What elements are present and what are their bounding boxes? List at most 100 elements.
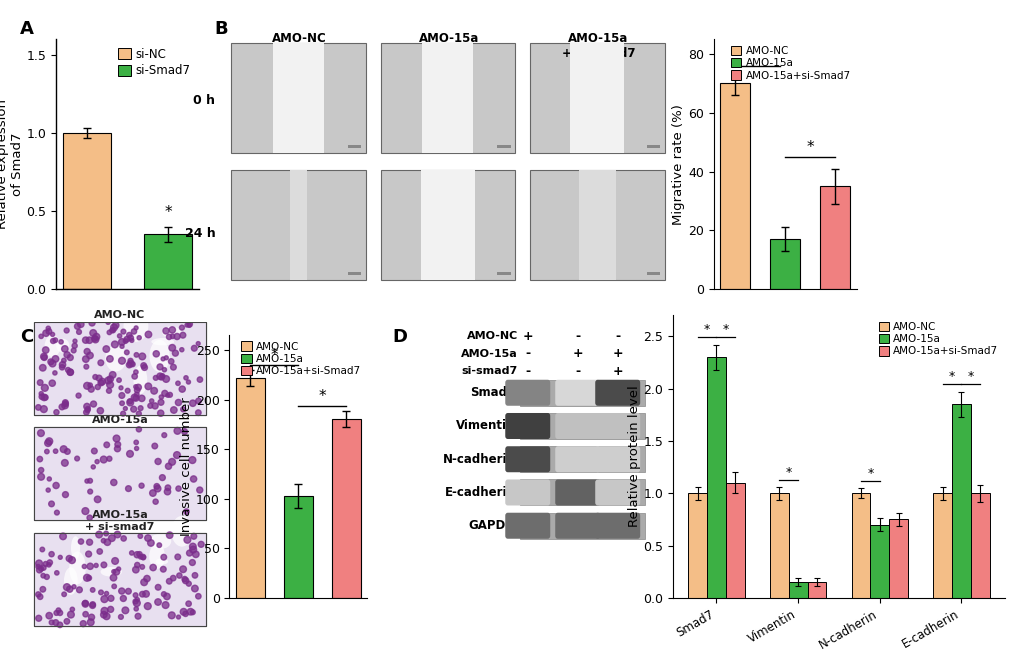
Point bbox=[177, 576, 194, 586]
Point bbox=[131, 549, 148, 560]
Point bbox=[35, 570, 51, 581]
Point bbox=[98, 528, 114, 539]
Point bbox=[184, 545, 201, 555]
Point bbox=[58, 325, 74, 336]
Point bbox=[52, 608, 68, 618]
Point bbox=[138, 589, 154, 599]
Point bbox=[161, 576, 177, 587]
Point bbox=[83, 384, 99, 394]
Point bbox=[132, 531, 149, 541]
Point bbox=[77, 335, 94, 346]
Point bbox=[96, 535, 112, 546]
Point bbox=[30, 562, 46, 572]
Point bbox=[37, 382, 53, 393]
Point bbox=[136, 553, 152, 563]
Point bbox=[129, 560, 146, 570]
Point bbox=[33, 564, 49, 574]
Point bbox=[57, 399, 73, 409]
FancyBboxPatch shape bbox=[380, 43, 515, 153]
Point bbox=[57, 489, 73, 500]
Point bbox=[180, 578, 197, 589]
Point bbox=[40, 438, 56, 448]
Text: B: B bbox=[214, 20, 227, 37]
Point bbox=[91, 373, 107, 384]
Point bbox=[171, 570, 187, 581]
Point bbox=[182, 606, 199, 617]
Point bbox=[175, 404, 192, 415]
Point bbox=[77, 354, 94, 365]
Point bbox=[154, 371, 170, 381]
Point bbox=[153, 372, 169, 382]
Point bbox=[34, 392, 50, 402]
Point bbox=[69, 453, 86, 464]
Ellipse shape bbox=[123, 311, 148, 342]
Point bbox=[79, 405, 96, 415]
Text: +: + bbox=[611, 348, 623, 360]
Point bbox=[181, 548, 198, 558]
Point bbox=[33, 465, 49, 476]
Point bbox=[153, 392, 169, 402]
Point bbox=[164, 331, 180, 342]
Point bbox=[98, 344, 114, 354]
Point bbox=[164, 457, 180, 467]
FancyBboxPatch shape bbox=[504, 413, 549, 439]
Point bbox=[106, 477, 122, 487]
FancyBboxPatch shape bbox=[497, 272, 511, 275]
Bar bbox=[719, 83, 750, 289]
FancyBboxPatch shape bbox=[554, 380, 599, 406]
Text: +: + bbox=[572, 348, 583, 360]
Point bbox=[127, 382, 144, 392]
Point bbox=[148, 497, 164, 507]
Bar bbox=[235, 378, 264, 598]
Point bbox=[92, 405, 108, 416]
Point bbox=[169, 331, 185, 342]
Point bbox=[106, 322, 122, 332]
Point bbox=[179, 535, 196, 545]
Text: si-smad7: si-smad7 bbox=[461, 366, 518, 376]
Point bbox=[102, 604, 118, 615]
Point bbox=[36, 404, 52, 415]
Legend: AMO-NC, AMO-15a, AMO-15a+si-Smad7: AMO-NC, AMO-15a, AMO-15a+si-Smad7 bbox=[876, 321, 999, 357]
Point bbox=[156, 365, 172, 375]
Point bbox=[78, 407, 95, 418]
Point bbox=[65, 345, 82, 355]
Point bbox=[109, 530, 125, 540]
FancyBboxPatch shape bbox=[554, 413, 599, 439]
Point bbox=[192, 374, 208, 385]
Point bbox=[164, 342, 180, 353]
Point bbox=[135, 589, 151, 599]
Point bbox=[64, 604, 81, 615]
Point bbox=[162, 390, 178, 400]
Point bbox=[54, 359, 70, 370]
Point bbox=[108, 567, 124, 578]
Text: *: * bbox=[270, 348, 278, 363]
Point bbox=[41, 326, 57, 336]
Point bbox=[132, 403, 149, 413]
Text: *: * bbox=[722, 323, 729, 336]
FancyBboxPatch shape bbox=[530, 43, 664, 153]
Point bbox=[130, 409, 147, 419]
Point bbox=[33, 472, 49, 482]
Text: AMO-NC: AMO-NC bbox=[466, 331, 518, 342]
Ellipse shape bbox=[171, 516, 193, 547]
Bar bbox=[970, 493, 988, 598]
Point bbox=[160, 482, 176, 493]
Bar bbox=[951, 404, 970, 598]
Point bbox=[127, 564, 144, 575]
Y-axis label: Migrative rate (%): Migrative rate (%) bbox=[672, 104, 685, 225]
Point bbox=[142, 401, 158, 411]
Y-axis label: Relative protein level: Relative protein level bbox=[627, 386, 640, 528]
Point bbox=[81, 549, 97, 559]
Point bbox=[38, 345, 54, 355]
Point bbox=[117, 605, 133, 616]
Point bbox=[101, 453, 117, 464]
Point bbox=[115, 409, 131, 419]
Point bbox=[123, 335, 140, 346]
FancyBboxPatch shape bbox=[520, 446, 645, 472]
Point bbox=[143, 537, 159, 548]
Point bbox=[102, 374, 118, 384]
Bar bbox=[283, 496, 313, 598]
Point bbox=[145, 487, 161, 498]
Text: +: + bbox=[522, 330, 533, 343]
FancyBboxPatch shape bbox=[231, 43, 366, 153]
